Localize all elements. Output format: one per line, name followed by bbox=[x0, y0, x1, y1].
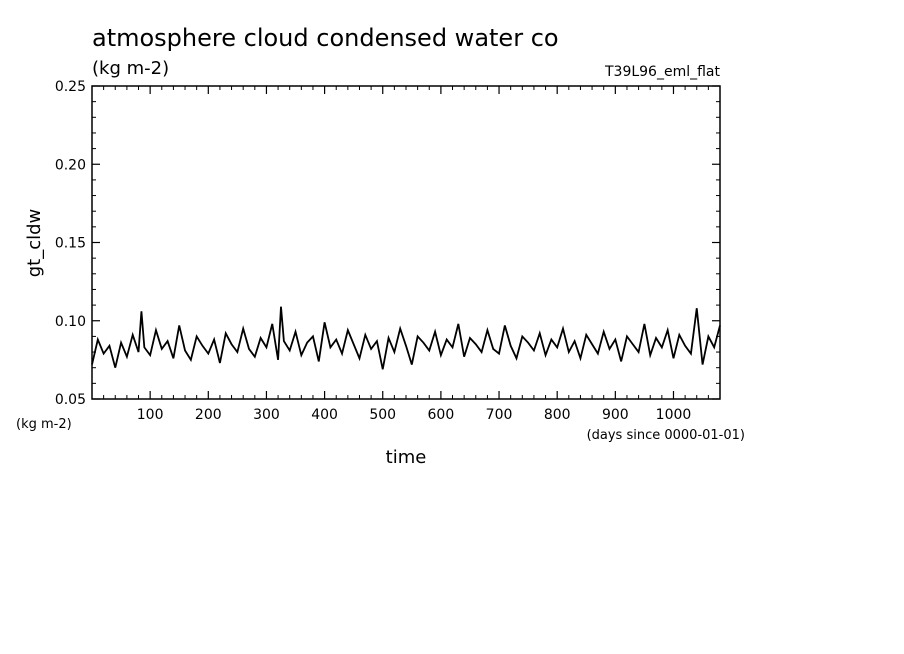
y-axis-unit: (kg m-2) bbox=[16, 417, 72, 432]
x-axis: 100 200 300 400 500 600 700 800 900 1000 bbox=[103, 86, 709, 423]
chart-subtitle: (kg m-2) bbox=[92, 58, 169, 79]
x-tick-label: 500 bbox=[369, 407, 396, 423]
x-tick-label: 300 bbox=[253, 407, 280, 423]
y-tick-label: 0.10 bbox=[55, 314, 86, 330]
x-tick-label: 200 bbox=[195, 407, 222, 423]
y-tick-label: 0.05 bbox=[55, 392, 86, 408]
y-axis-title: gt_cldw bbox=[24, 209, 45, 278]
chart-title: atmosphere cloud condensed water co bbox=[92, 24, 559, 52]
run-label: T39L96_eml_flat bbox=[604, 64, 721, 80]
x-tick-label: 1000 bbox=[656, 407, 692, 423]
x-axis-unit: (days since 0000-01-01) bbox=[587, 428, 745, 443]
x-tick-label: 600 bbox=[428, 407, 455, 423]
y-tick-label: 0.25 bbox=[55, 79, 86, 95]
x-tick-label: 900 bbox=[602, 407, 629, 423]
x-tick-label: 400 bbox=[311, 407, 338, 423]
y-tick-label: 0.15 bbox=[55, 236, 86, 252]
y-axis: 0.05 0.10 0.15 0.20 0.25 bbox=[55, 79, 720, 408]
x-tick-label: 100 bbox=[137, 407, 164, 423]
x-tick-label: 700 bbox=[486, 407, 513, 423]
series-line bbox=[91, 306, 721, 370]
x-axis-title: time bbox=[386, 447, 427, 468]
x-tick-label: 800 bbox=[544, 407, 571, 423]
y-tick-label: 0.20 bbox=[55, 157, 86, 173]
